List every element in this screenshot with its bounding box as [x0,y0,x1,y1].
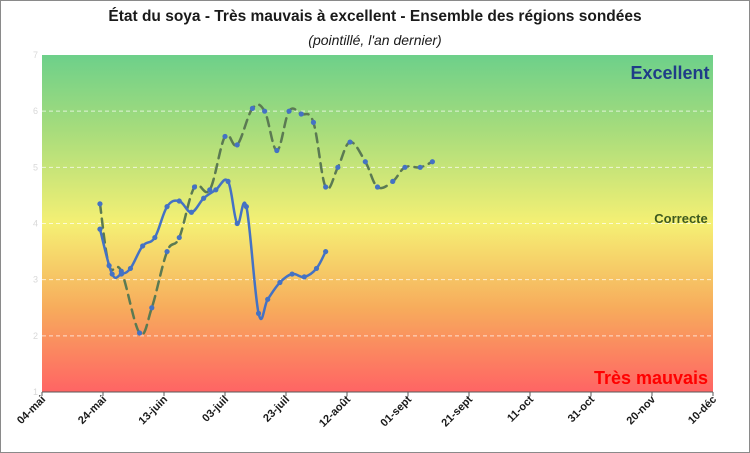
zone-label-tres-mauvais: Très mauvais [594,368,708,388]
data-point [274,147,280,154]
series-current-year [97,178,329,321]
data-point [310,119,317,125]
data-point [213,187,219,193]
data-point [249,105,256,111]
data-point [243,204,249,210]
data-point [298,111,304,117]
x-tick-label: 03-juil [200,394,231,425]
x-tick-label: 31-oct [566,393,598,425]
data-point [222,133,228,140]
data-point [176,234,182,241]
zone-label-excellent: Excellent [630,63,709,83]
plot-background [42,55,713,392]
x-tick-label: 24-mai [76,394,109,427]
zone-label-correcte: Correcte [654,211,707,226]
data-point [313,265,320,272]
data-point [390,178,396,184]
data-point [164,204,170,210]
data-point [97,226,103,232]
data-point [164,248,170,255]
chart-subtitle: (pointillé, l'an dernier) [308,32,442,48]
data-point [277,279,283,286]
data-point [109,271,115,277]
data-point [323,184,329,190]
data-point [347,139,353,145]
data-point [152,234,158,241]
data-point [176,198,182,204]
data-point [429,159,435,165]
x-tick-label: 10-déc [686,394,719,427]
data-point [335,164,341,170]
data-point [188,209,195,215]
data-point [265,296,271,302]
x-tick-label: 23-juil [261,394,292,425]
data-point [289,271,295,277]
x-tick-label: 04-mai [15,394,48,427]
data-point [402,164,408,170]
data-point [234,220,240,227]
data-point [362,159,368,165]
data-point [301,274,307,280]
data-point [323,248,329,255]
data-point [374,184,381,190]
data-point [207,187,213,193]
data-point [225,178,231,184]
data-point [255,310,262,316]
data-point [140,243,146,249]
chart-title: État du soya - Très mauvais à excellent … [108,8,642,25]
line-last-year [98,103,434,336]
data-point [127,265,134,272]
y-tick-label: 3 [33,275,38,285]
y-tick-label: 7 [33,50,38,60]
data-point [149,305,155,311]
x-tick-label: 11-oct [505,393,536,424]
x-tick-label: 21-sept [439,393,475,429]
x-tick-label: 12-août [317,393,353,429]
y-tick-label: 1 [33,387,38,397]
data-point [137,330,143,336]
y-tick-label: 2 [33,331,38,341]
data-point [201,195,207,201]
data-point [417,164,423,170]
data-point [118,271,124,277]
y-tick-label: 6 [33,106,38,116]
x-tick-label: 13-juin [137,393,171,427]
x-tick-label: 01-sept [378,393,414,429]
y-tick-label: 4 [33,219,38,229]
x-tick-label: 20-nov [625,393,659,427]
data-point [97,201,103,207]
data-point [286,108,292,114]
data-point [234,142,240,148]
data-point [191,184,198,190]
y-tick-label: 5 [33,162,38,172]
data-point [262,108,268,114]
